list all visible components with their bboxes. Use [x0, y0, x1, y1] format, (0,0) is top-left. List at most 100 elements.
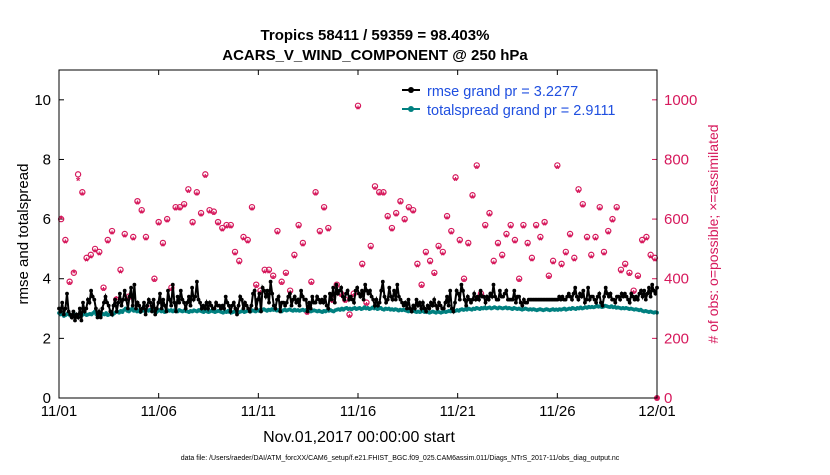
- obs-assimilated-point: *: [602, 250, 607, 262]
- rmse-point: [89, 288, 93, 293]
- rmse-point: [435, 306, 440, 311]
- rmse-point: [364, 288, 369, 293]
- rmse-point: [417, 300, 422, 305]
- obs-possible-point: [380, 189, 387, 196]
- obs-assimilated-point: *: [275, 229, 280, 241]
- obs-possible-point: [537, 233, 544, 241]
- obs-possible-point: [189, 218, 196, 226]
- rmse-point: [650, 282, 655, 287]
- obs-possible-point: [278, 278, 285, 285]
- rmse-point: [193, 294, 198, 299]
- obs-possible-point: [66, 278, 73, 285]
- y-left-tick-label: 10: [34, 92, 51, 109]
- rmse-point: [653, 291, 658, 296]
- obs-assimilated-point: *: [313, 190, 318, 202]
- obs-assimilated-point: *: [593, 235, 598, 247]
- rmse-point: [637, 291, 642, 296]
- obs-possible-point: [282, 269, 290, 276]
- rmse-point: [188, 303, 193, 308]
- rmse-point: [140, 306, 145, 311]
- rmse-point: [350, 297, 355, 302]
- rmse-point: [387, 285, 392, 290]
- plot-frame: [58, 69, 658, 399]
- rmse-point: [414, 297, 419, 302]
- rmse-point: [134, 306, 138, 311]
- obs-assimilated-point: *: [322, 205, 327, 217]
- obs-possible-point: [558, 260, 565, 268]
- obs-possible-point: [87, 251, 95, 259]
- obs-assimilated-point: *: [199, 211, 204, 223]
- rmse-point: [459, 282, 464, 287]
- rmse-point: [228, 309, 233, 314]
- rmse-point: [560, 294, 565, 299]
- obs-possible-point: [439, 248, 447, 256]
- obs-possible-point: [465, 239, 472, 247]
- rmse-point: [514, 300, 518, 305]
- obs-possible-point: [566, 230, 574, 238]
- obs-possible-point: [359, 260, 366, 268]
- rmse-point: [389, 294, 393, 299]
- obs-assimilated-point: *: [63, 238, 68, 250]
- obs-possible-point: [638, 236, 646, 244]
- obs-possible-point: [274, 227, 281, 235]
- rmse-point: [288, 291, 292, 296]
- obs-assimilated-point: *: [462, 277, 467, 289]
- chart-title-line2: ACARS_V_WIND_COMPONENT @ 250 hPa: [222, 47, 528, 64]
- rmse-point: [187, 294, 191, 299]
- rmse-point: [196, 297, 201, 302]
- obs-possible-point: [193, 189, 201, 196]
- rmse-point: [451, 309, 456, 314]
- obs-possible-point: [528, 254, 536, 262]
- rmse-point: [114, 309, 119, 314]
- rmse-point: [135, 300, 140, 305]
- obs-possible-point: [426, 257, 434, 265]
- rmse-point: [308, 306, 313, 311]
- obs-assimilated-point: *: [284, 271, 289, 283]
- rmse-point: [465, 294, 470, 299]
- obs-assimilated-point: *: [59, 214, 64, 226]
- rmse-point: [482, 294, 486, 299]
- obs-assimilated-point: *: [118, 268, 123, 280]
- obs-assimilated-point: *: [445, 214, 450, 226]
- rmse-point: [142, 300, 146, 305]
- x-tick-label: 11/21: [439, 403, 475, 420]
- obs-possible-point: [244, 236, 251, 244]
- rmse-point: [230, 303, 235, 308]
- rmse-point: [331, 285, 336, 290]
- obs-assimilated-point: *: [581, 202, 586, 214]
- rmse-point: [217, 303, 222, 308]
- obs-possible-point: [253, 281, 260, 288]
- rmse-point: [334, 282, 339, 287]
- rmse-point: [380, 279, 385, 284]
- obs-assimilated-point: *: [390, 226, 395, 238]
- obs-possible-point: [592, 233, 599, 241]
- rmse-point: [268, 279, 273, 284]
- rmse-point: [204, 300, 209, 305]
- obs-possible-point: [448, 227, 455, 235]
- rmse-point: [90, 294, 95, 299]
- obs-assimilated-point: *: [526, 241, 531, 253]
- rmse-point: [119, 303, 124, 308]
- x-tick-label: 11/11: [241, 403, 276, 420]
- legend-spread-label: totalspread grand pr = 2.9111: [427, 103, 616, 119]
- rmse-point: [485, 294, 489, 299]
- rmse-point: [453, 300, 457, 305]
- rmse-point: [355, 285, 360, 290]
- rmse-point: [425, 303, 430, 308]
- rmse-point: [433, 303, 438, 308]
- rmse-point: [124, 297, 129, 302]
- y-left-tick-label: 8: [43, 151, 51, 168]
- obs-possible-point: [503, 230, 510, 238]
- obs-assimilated-point: *: [589, 253, 594, 265]
- obs-possible-point: [236, 257, 243, 265]
- rmse-point: [627, 300, 632, 305]
- obs-assimilated-point: *: [576, 187, 581, 199]
- rmse-point: [239, 297, 244, 302]
- rmse-point: [231, 300, 236, 305]
- obs-possible-point: [498, 251, 506, 259]
- obs-assimilated-point: *: [292, 253, 297, 265]
- rmse-point: [100, 306, 105, 311]
- obs-assimilated-point: *: [237, 259, 242, 271]
- obs-assimilated-point: *: [318, 229, 323, 241]
- obs-possible-point: [138, 206, 145, 214]
